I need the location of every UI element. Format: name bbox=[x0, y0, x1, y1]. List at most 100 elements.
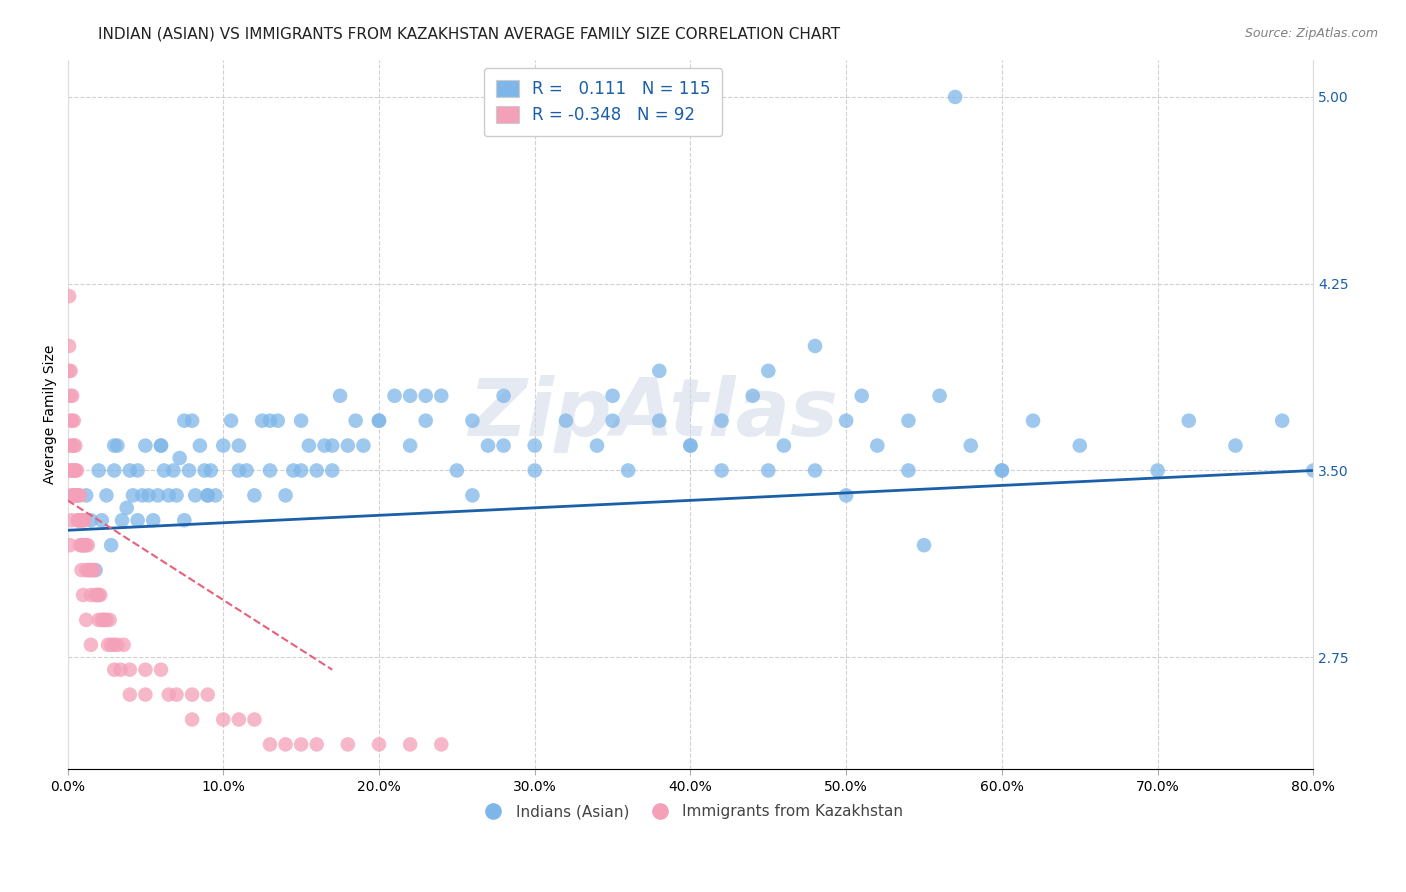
Point bbox=[72, 538, 94, 552]
Point bbox=[804, 463, 827, 477]
Point bbox=[352, 439, 374, 453]
Point bbox=[73, 538, 96, 552]
Point bbox=[492, 389, 515, 403]
Point bbox=[62, 488, 84, 502]
Point bbox=[197, 488, 219, 502]
Point bbox=[602, 389, 624, 403]
Point bbox=[928, 389, 950, 403]
Point bbox=[897, 463, 920, 477]
Point bbox=[181, 688, 204, 702]
Point bbox=[477, 439, 499, 453]
Point bbox=[290, 414, 312, 428]
Point bbox=[72, 538, 94, 552]
Point bbox=[75, 613, 97, 627]
Point bbox=[602, 414, 624, 428]
Point bbox=[274, 738, 297, 752]
Point bbox=[866, 439, 889, 453]
Point bbox=[70, 563, 93, 577]
Point bbox=[70, 513, 93, 527]
Point bbox=[212, 439, 235, 453]
Point bbox=[66, 488, 89, 502]
Point bbox=[851, 389, 873, 403]
Point bbox=[298, 439, 321, 453]
Point bbox=[83, 563, 105, 577]
Point bbox=[314, 439, 336, 453]
Point bbox=[169, 450, 191, 465]
Point bbox=[194, 463, 217, 477]
Point bbox=[62, 439, 84, 453]
Point bbox=[835, 414, 858, 428]
Point bbox=[149, 663, 172, 677]
Point bbox=[59, 488, 82, 502]
Point bbox=[118, 663, 141, 677]
Point bbox=[461, 488, 484, 502]
Point bbox=[80, 588, 103, 602]
Point bbox=[65, 439, 87, 453]
Point bbox=[134, 663, 156, 677]
Point bbox=[250, 414, 273, 428]
Point bbox=[399, 439, 422, 453]
Point bbox=[1022, 414, 1045, 428]
Point bbox=[991, 463, 1014, 477]
Point bbox=[1225, 439, 1247, 453]
Point bbox=[1069, 439, 1091, 453]
Point bbox=[492, 439, 515, 453]
Point bbox=[59, 463, 82, 477]
Point bbox=[897, 414, 920, 428]
Point bbox=[67, 488, 90, 502]
Point bbox=[166, 688, 188, 702]
Point bbox=[290, 738, 312, 752]
Point bbox=[138, 488, 160, 502]
Point bbox=[710, 414, 733, 428]
Point bbox=[66, 488, 89, 502]
Point bbox=[336, 439, 359, 453]
Point bbox=[69, 513, 91, 527]
Point bbox=[100, 538, 122, 552]
Point bbox=[368, 414, 391, 428]
Point bbox=[98, 613, 121, 627]
Point bbox=[804, 339, 827, 353]
Point bbox=[118, 688, 141, 702]
Point bbox=[305, 738, 328, 752]
Point bbox=[131, 488, 153, 502]
Point bbox=[59, 414, 82, 428]
Text: Source: ZipAtlas.com: Source: ZipAtlas.com bbox=[1244, 27, 1378, 40]
Point bbox=[344, 414, 367, 428]
Point bbox=[212, 713, 235, 727]
Point bbox=[90, 513, 112, 527]
Point bbox=[384, 389, 406, 403]
Point bbox=[118, 463, 141, 477]
Point bbox=[60, 439, 83, 453]
Point bbox=[105, 439, 128, 453]
Point bbox=[103, 439, 125, 453]
Point bbox=[82, 563, 104, 577]
Point bbox=[103, 638, 125, 652]
Point bbox=[72, 513, 94, 527]
Point bbox=[648, 414, 671, 428]
Point bbox=[181, 713, 204, 727]
Point bbox=[173, 513, 195, 527]
Point bbox=[329, 389, 352, 403]
Point bbox=[62, 414, 84, 428]
Point bbox=[430, 738, 453, 752]
Point bbox=[58, 289, 80, 303]
Point bbox=[94, 613, 117, 627]
Point bbox=[259, 463, 281, 477]
Point bbox=[79, 563, 101, 577]
Point bbox=[1146, 463, 1168, 477]
Point bbox=[80, 563, 103, 577]
Point bbox=[100, 638, 122, 652]
Text: ZipAtlas: ZipAtlas bbox=[468, 376, 838, 453]
Point bbox=[157, 488, 180, 502]
Point bbox=[60, 389, 83, 403]
Point bbox=[648, 364, 671, 378]
Point bbox=[60, 414, 83, 428]
Point bbox=[96, 488, 118, 502]
Point bbox=[134, 688, 156, 702]
Point bbox=[166, 488, 188, 502]
Point bbox=[58, 364, 80, 378]
Point bbox=[73, 513, 96, 527]
Point bbox=[103, 463, 125, 477]
Point bbox=[219, 414, 242, 428]
Point bbox=[103, 663, 125, 677]
